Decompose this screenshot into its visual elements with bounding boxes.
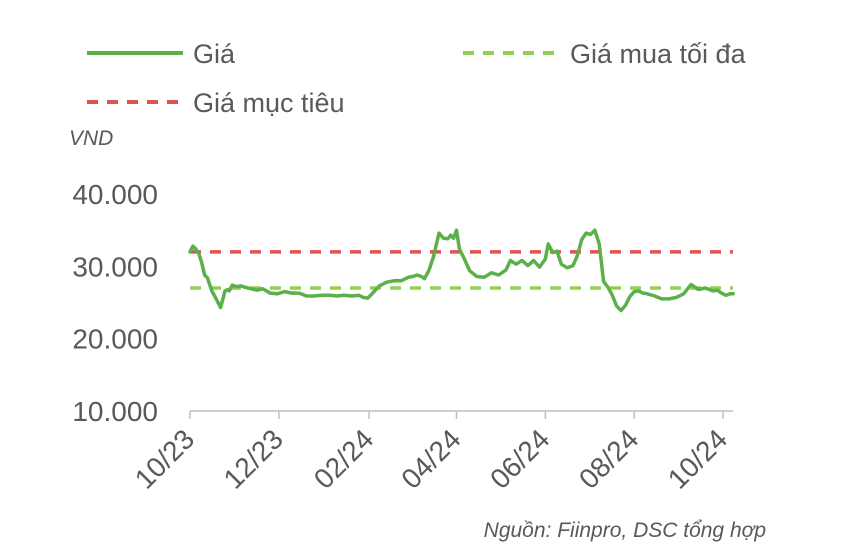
y-tick-label: 30.000 bbox=[72, 251, 158, 282]
x-tick-label: 10/23 bbox=[129, 423, 200, 494]
series-line-price bbox=[188, 228, 735, 313]
x-tick-label: 02/24 bbox=[308, 423, 379, 494]
source-note: Nguồn: Fiinpro, DSC tổng hợp bbox=[484, 519, 766, 542]
x-tick-label: 04/24 bbox=[395, 423, 466, 494]
y-unit-label: VND bbox=[69, 127, 113, 150]
x-tick-label: 06/24 bbox=[484, 423, 555, 494]
y-tick-label: 20.000 bbox=[72, 324, 158, 355]
x-tick-label: 10/24 bbox=[662, 423, 733, 494]
legend-entry-max-buy: Giá mua tối đa bbox=[463, 39, 747, 69]
x-axis: 10/23 12/23 02/24 04/24 06/24 08/24 10/24 bbox=[129, 410, 733, 495]
y-tick-label: 10.000 bbox=[72, 396, 158, 427]
legend-label-price: Giá bbox=[193, 39, 236, 69]
x-tick-label: 08/24 bbox=[573, 423, 644, 494]
legend-entry-target: Giá mục tiêu bbox=[87, 88, 345, 118]
legend-entry-price: Giá bbox=[87, 39, 236, 69]
y-tick-label: 40.000 bbox=[72, 179, 158, 210]
legend-label-target: Giá mục tiêu bbox=[193, 88, 345, 118]
y-axis: 10.000 20.000 30.000 40.000 bbox=[72, 179, 158, 427]
reference-lines bbox=[190, 250, 733, 290]
x-tick-label: 12/23 bbox=[218, 423, 289, 494]
legend-label-max-buy: Giá mua tối đa bbox=[570, 39, 747, 69]
legend: Giá Giá mua tối đa Giá mục tiêu bbox=[87, 39, 747, 118]
